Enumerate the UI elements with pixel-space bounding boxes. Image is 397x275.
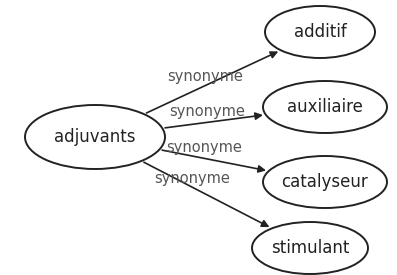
Text: catalyseur: catalyseur (281, 173, 368, 191)
Text: synonyme: synonyme (169, 104, 245, 119)
Text: adjuvants: adjuvants (54, 128, 136, 146)
Text: synonyme: synonyme (155, 171, 231, 186)
Ellipse shape (263, 156, 387, 208)
Text: synonyme: synonyme (166, 140, 242, 155)
Text: stimulant: stimulant (271, 239, 349, 257)
Ellipse shape (265, 6, 375, 58)
Ellipse shape (25, 105, 165, 169)
Text: additif: additif (294, 23, 346, 41)
Text: synonyme: synonyme (167, 69, 243, 84)
Text: auxiliaire: auxiliaire (287, 98, 363, 116)
Ellipse shape (263, 81, 387, 133)
Ellipse shape (252, 222, 368, 274)
